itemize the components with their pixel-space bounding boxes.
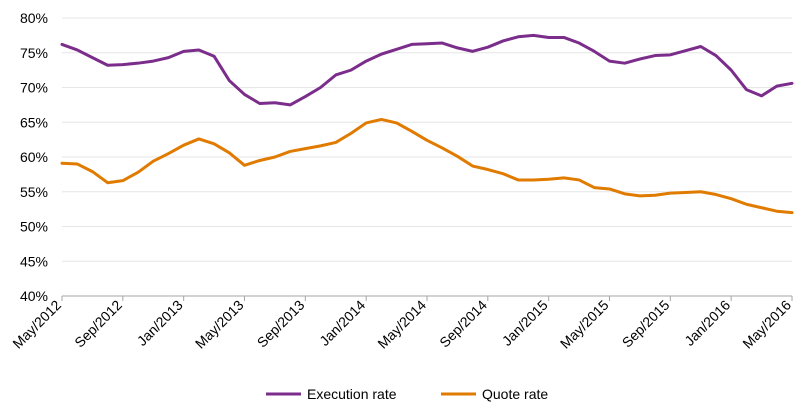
y-tick-label: 65% bbox=[20, 114, 48, 130]
x-tick-label: Sep/2012 bbox=[71, 297, 125, 351]
y-tick-label: 75% bbox=[20, 45, 48, 61]
x-tick-label: May/2015 bbox=[557, 297, 612, 352]
x-tick-label: Jan/2013 bbox=[134, 297, 186, 349]
x-tick-label: Jan/2014 bbox=[316, 297, 368, 349]
legend-label-execution-rate: Execution rate bbox=[307, 386, 397, 402]
x-tick-label: Sep/2015 bbox=[619, 297, 673, 351]
legend-label-quote-rate: Quote rate bbox=[482, 386, 548, 402]
x-tick-label: Sep/2014 bbox=[436, 297, 490, 351]
x-tick-label: Sep/2013 bbox=[254, 297, 308, 351]
y-tick-label: 45% bbox=[20, 253, 48, 269]
y-tick-label: 50% bbox=[20, 219, 48, 235]
x-axis: May/2012 Sep/2012 Jan/2013 May/2013 Sep/2013… bbox=[9, 295, 794, 352]
y-tick-label: 40% bbox=[20, 288, 48, 304]
legend: Execution rate Quote rate bbox=[266, 386, 548, 402]
y-tick-label: 80% bbox=[20, 10, 48, 26]
series-line-execution-rate bbox=[60, 33, 794, 107]
x-tick-label: May/2013 bbox=[192, 297, 247, 352]
y-axis: 40% 45% 50% 55% 60% 65% 70% 75% 80% bbox=[20, 10, 48, 304]
series-line-quote-rate bbox=[60, 117, 794, 215]
y-tick-label: 60% bbox=[20, 149, 48, 165]
x-tick-label: May/2016 bbox=[739, 297, 794, 352]
x-tick-label: May/2014 bbox=[374, 297, 429, 352]
y-tick-label: 70% bbox=[20, 80, 48, 96]
x-tick-label: Jan/2015 bbox=[499, 297, 551, 349]
x-tick-label: May/2012 bbox=[9, 297, 64, 352]
y-tick-label: 55% bbox=[20, 184, 48, 200]
series-lines bbox=[60, 33, 794, 215]
x-tick-label: Jan/2016 bbox=[681, 297, 733, 349]
